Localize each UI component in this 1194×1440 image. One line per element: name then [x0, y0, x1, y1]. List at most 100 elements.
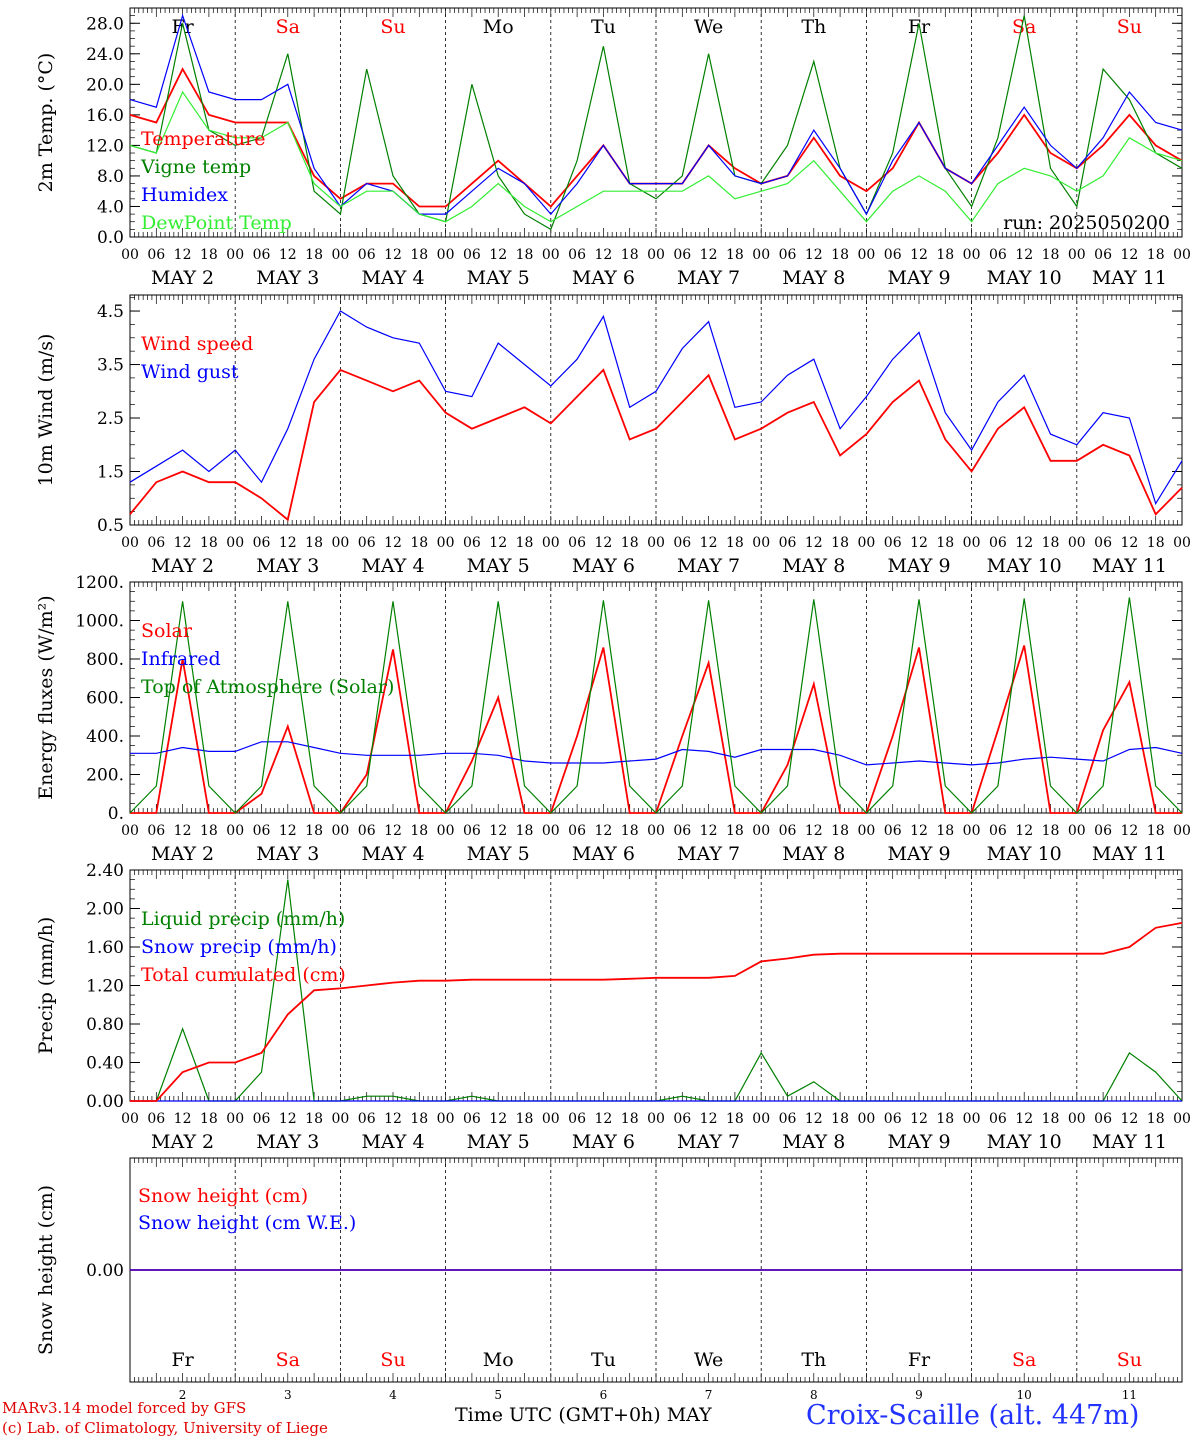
- x-date-label: MAY 5: [467, 267, 530, 289]
- x-date-label: MAY 10: [987, 555, 1062, 577]
- x-hour-label: 06: [253, 1111, 271, 1127]
- x-hour-label: 18: [200, 823, 218, 839]
- weekday-label: Mo: [483, 16, 514, 38]
- legend-entry: DewPoint Temp: [141, 212, 292, 234]
- x-hour-label: 18: [621, 247, 639, 263]
- x-date-label: MAY 9: [887, 1131, 950, 1153]
- x-hour-label: 12: [910, 823, 928, 839]
- x-hour-label: 00: [331, 247, 349, 263]
- x-hour-label: 18: [1147, 823, 1165, 839]
- x-hour-label: 06: [779, 247, 797, 263]
- x-date-label: MAY 4: [361, 1131, 424, 1153]
- day-number-label: 6: [600, 1388, 608, 1402]
- x-hour-label: 06: [884, 247, 902, 263]
- x-date-label: MAY 4: [361, 555, 424, 577]
- x-hour-label: 06: [1094, 535, 1112, 551]
- x-hour-label: 00: [1068, 1111, 1086, 1127]
- y-tick-label: 3.5: [97, 356, 124, 376]
- x-date-label: MAY 3: [256, 843, 319, 865]
- x-hour-label: 18: [1147, 1111, 1165, 1127]
- series-line-3: [130, 922, 1183, 1102]
- weekday-label: Mo: [483, 1349, 514, 1371]
- x-hour-label: 12: [279, 823, 297, 839]
- y-tick-label: 2.00: [86, 900, 124, 920]
- legend-entry: Total cumulated (cm): [141, 964, 346, 986]
- x-hour-label: 06: [1094, 247, 1112, 263]
- y-tick-label: 0.5: [97, 516, 124, 536]
- x-date-label: MAY 3: [256, 1131, 319, 1153]
- x-hour-label: 00: [857, 823, 875, 839]
- x-hour-label: 00: [226, 535, 244, 551]
- y-tick-label: 16.0: [86, 106, 124, 126]
- x-date-label: MAY 10: [987, 1131, 1062, 1153]
- x-hour-label: 12: [1015, 535, 1033, 551]
- x-hour-label: 18: [621, 535, 639, 551]
- y-tick-label: 0.80: [86, 1015, 124, 1035]
- x-hour-label: 06: [568, 823, 586, 839]
- x-hour-label: 00: [121, 823, 139, 839]
- x-hour-label: 12: [1120, 535, 1138, 551]
- x-date-label: MAY 2: [151, 555, 214, 577]
- y-tick-label: 1.5: [97, 463, 124, 483]
- legend-entry: Liquid precip (mm/h): [141, 908, 345, 930]
- x-hour-label: 12: [1120, 823, 1138, 839]
- x-hour-label: 12: [384, 535, 402, 551]
- x-hour-label: 18: [305, 823, 323, 839]
- y-tick-label: 28.0: [86, 14, 124, 34]
- x-date-label: MAY 9: [887, 555, 950, 577]
- x-date-label: MAY 3: [256, 267, 319, 289]
- x-hour-label: 00: [226, 1111, 244, 1127]
- y-tick-label: 800.: [86, 650, 124, 670]
- x-hour-label: 18: [1042, 1111, 1060, 1127]
- x-hour-label: 06: [1094, 823, 1112, 839]
- y-tick-label: 0.0: [97, 228, 124, 248]
- x-date-label: MAY 6: [572, 267, 635, 289]
- series-line-2: [129, 15, 1183, 231]
- x-hour-label: 00: [542, 247, 560, 263]
- x-date-label: MAY 7: [677, 267, 740, 289]
- x-date-label: MAY 8: [782, 267, 845, 289]
- x-hour-label: 18: [726, 823, 744, 839]
- y-tick-label: 4.5: [97, 302, 124, 322]
- x-hour-label: 06: [358, 1111, 376, 1127]
- x-hour-label: 06: [989, 823, 1007, 839]
- x-date-label: MAY 5: [467, 1131, 530, 1153]
- x-hour-label: 00: [331, 823, 349, 839]
- x-hour-label: 12: [489, 535, 507, 551]
- day-number-label: 7: [705, 1388, 713, 1402]
- x-hour-label: 18: [200, 1111, 218, 1127]
- x-hour-label: 00: [542, 1111, 560, 1127]
- y-axis-label: Energy fluxes (W/m²): [35, 595, 57, 799]
- x-hour-label: 12: [1120, 247, 1138, 263]
- x-date-label: MAY 10: [987, 267, 1062, 289]
- x-hour-label: 12: [174, 247, 192, 263]
- x-hour-label: 06: [884, 1111, 902, 1127]
- y-tick-label: 0.00: [86, 1261, 124, 1281]
- x-hour-label: 06: [673, 823, 691, 839]
- x-hour-label: 12: [805, 823, 823, 839]
- x-hour-label: 18: [516, 823, 534, 839]
- weekday-label: Su: [1117, 1349, 1142, 1371]
- weekday-label: Th: [801, 16, 826, 38]
- x-hour-label: 18: [726, 247, 744, 263]
- x-hour-label: 12: [174, 535, 192, 551]
- day-number-label: 2: [179, 1388, 187, 1402]
- x-date-label: MAY 4: [361, 843, 424, 865]
- x-hour-label: 00: [1173, 823, 1191, 839]
- x-date-label: MAY 8: [782, 843, 845, 865]
- x-hour-label: 12: [594, 535, 612, 551]
- y-axis-label: Precip (mm/h): [35, 917, 57, 1055]
- x-hour-label: 00: [437, 1111, 455, 1127]
- legend-entry: Snow precip (mm/h): [141, 936, 337, 958]
- x-hour-label: 06: [884, 535, 902, 551]
- x-hour-label: 00: [647, 247, 665, 263]
- time-axis-label: Time UTC (GMT+0h) MAY: [455, 1404, 712, 1426]
- station-name: Croix-Scaille (alt. 447m): [806, 1400, 1140, 1431]
- x-date-label: MAY 3: [256, 555, 319, 577]
- x-hour-label: 18: [936, 1111, 954, 1127]
- x-hour-label: 00: [1173, 535, 1191, 551]
- series-line-1: [129, 368, 1183, 522]
- x-hour-label: 06: [147, 247, 165, 263]
- x-hour-label: 18: [831, 1111, 849, 1127]
- x-hour-label: 12: [910, 247, 928, 263]
